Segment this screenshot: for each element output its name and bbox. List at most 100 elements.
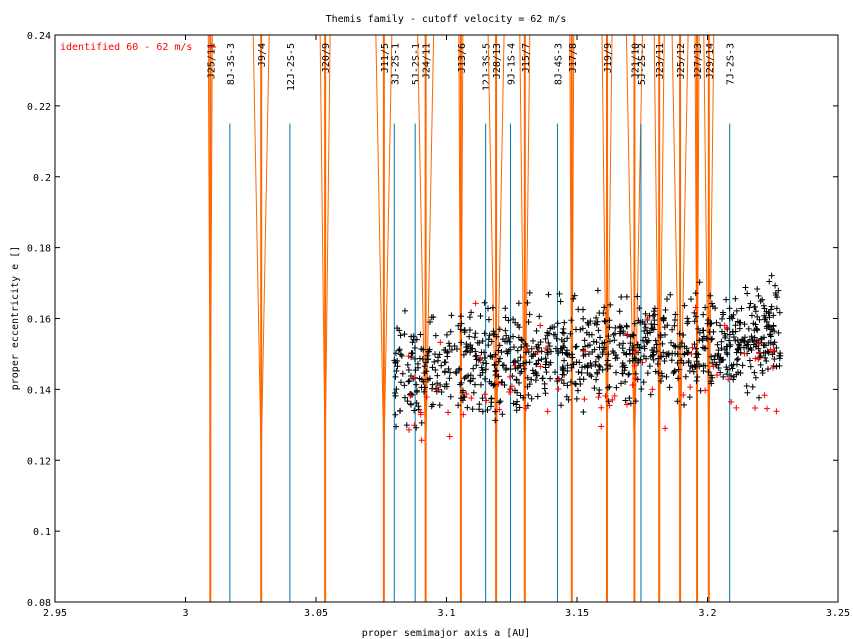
data-point (429, 364, 436, 371)
data-point (668, 357, 675, 364)
data-point (758, 335, 765, 342)
data-point (689, 344, 696, 351)
data-point (605, 333, 612, 340)
data-point (601, 339, 608, 346)
data-point (472, 330, 479, 337)
data-point (770, 348, 777, 355)
axis-ticks: 2.95 3 3.05 3.1 3.15 3.2 3.25 0.08 0.1 0.12 0.14 0.… (27, 31, 850, 619)
data-point (567, 379, 574, 386)
data-point (708, 353, 715, 360)
data-point (595, 354, 602, 361)
data-point (710, 363, 717, 370)
data-point (401, 394, 408, 401)
data-point (641, 328, 648, 335)
resonance-boundary (519, 34, 531, 461)
data-point (632, 398, 639, 405)
data-point (556, 290, 563, 297)
data-point (534, 393, 541, 400)
data-point (730, 373, 737, 380)
y-tick-label: 0.2 (33, 173, 51, 184)
y-tick-label: 0.18 (27, 244, 51, 255)
data-point (473, 362, 480, 369)
data-point (755, 292, 762, 299)
data-point (613, 384, 620, 391)
data-point (413, 399, 420, 406)
data-point (394, 363, 401, 370)
data-point (695, 325, 702, 332)
data-point (431, 358, 438, 365)
data-point (770, 323, 777, 330)
data-point (495, 380, 502, 387)
data-point (401, 331, 408, 338)
data-point (481, 299, 488, 306)
data-point (606, 324, 613, 331)
data-point (543, 369, 550, 376)
data-point (561, 357, 568, 364)
data-point (617, 324, 624, 331)
data-point (649, 386, 656, 393)
data-point (622, 397, 629, 404)
data-point (570, 295, 577, 302)
data-point (713, 361, 720, 368)
data-point (516, 404, 523, 411)
data-point (741, 344, 748, 351)
data-point (456, 365, 463, 372)
data-point (423, 394, 430, 401)
data-point (726, 337, 733, 344)
resonance-label: 12J-2S-5 (286, 43, 297, 91)
x-tick-label: 3.1 (437, 608, 455, 619)
data-point (702, 345, 709, 352)
data-point (609, 396, 616, 403)
data-point (542, 390, 549, 397)
data-point (598, 423, 605, 430)
data-point (462, 348, 469, 355)
data-point (745, 325, 752, 332)
data-point (483, 397, 490, 404)
data-point (623, 401, 630, 408)
data-point (533, 327, 540, 334)
data-point (561, 344, 568, 351)
data-point (491, 381, 498, 388)
data-point (624, 331, 631, 338)
data-point (717, 369, 724, 376)
data-point (605, 398, 612, 405)
data-point (395, 347, 402, 354)
data-point (734, 318, 741, 325)
data-point (580, 376, 587, 383)
data-point (600, 346, 607, 353)
resonance-label: J20/9 (321, 43, 332, 73)
data-point (514, 389, 521, 396)
data-point (479, 408, 486, 415)
data-point (535, 357, 542, 364)
data-point (496, 326, 503, 333)
resonance-boundary (569, 34, 575, 461)
data-point (588, 373, 595, 380)
data-point (620, 362, 627, 369)
data-point (653, 341, 660, 348)
data-point (647, 391, 654, 398)
resonance-label: 12J-3S-5 (482, 43, 493, 91)
data-point (523, 359, 530, 366)
data-point (640, 353, 647, 360)
data-point (421, 388, 428, 395)
data-point (557, 298, 564, 305)
data-point (543, 345, 550, 352)
data-point (626, 395, 633, 402)
data-point (467, 377, 474, 384)
data-point (529, 337, 536, 344)
data-points (391, 272, 784, 444)
data-point (769, 326, 776, 333)
data-point (445, 340, 452, 347)
data-point (560, 365, 567, 372)
data-point (746, 357, 753, 364)
data-point (537, 339, 544, 346)
data-point (496, 399, 503, 406)
resonance-boundary (458, 34, 464, 461)
x-tick-label: 3.25 (826, 608, 850, 619)
data-point (607, 301, 614, 308)
data-point (547, 375, 554, 382)
data-point (539, 375, 546, 382)
data-point (667, 291, 674, 298)
data-point (654, 360, 661, 367)
data-point (432, 366, 439, 373)
